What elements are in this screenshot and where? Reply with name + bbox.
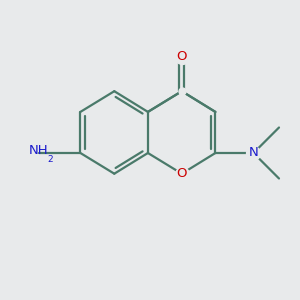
Text: NH: NH: [29, 144, 49, 157]
Text: O: O: [176, 167, 187, 180]
Text: 2: 2: [47, 155, 52, 164]
Text: O: O: [176, 50, 187, 64]
Text: N: N: [249, 146, 258, 160]
